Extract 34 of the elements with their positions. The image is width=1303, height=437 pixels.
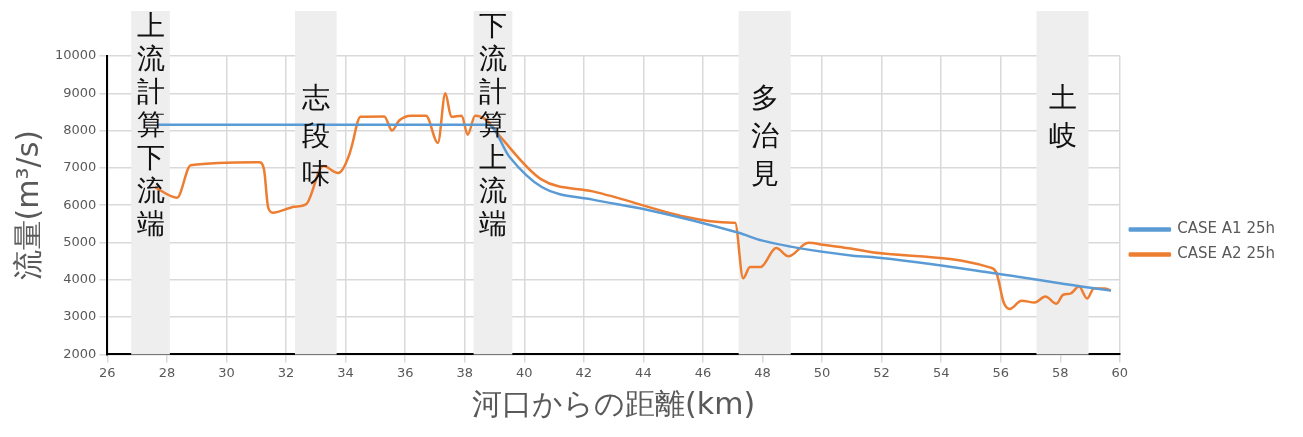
x-tick-label: 34 <box>337 364 354 380</box>
band-label: 多治見 <box>750 81 779 191</box>
x-tick-label: 30 <box>218 364 235 380</box>
x-tick-label: 56 <box>992 364 1009 380</box>
x-tick-label: 40 <box>515 364 533 380</box>
band-label: 上流計算下流端 <box>136 9 165 241</box>
y-tick-label: 8000 <box>63 121 97 137</box>
x-tick-label: 52 <box>873 364 890 380</box>
x-tick-label: 26 <box>99 364 116 380</box>
legend-label: CASE A1 25h <box>1177 219 1275 238</box>
y-tick-label: 7000 <box>63 159 97 175</box>
y-tick-label: 10000 <box>55 47 97 63</box>
x-tick-label: 46 <box>694 364 712 380</box>
x-tick-label: 58 <box>1052 364 1069 380</box>
x-tick-label: 50 <box>813 364 831 380</box>
x-tick-label: 28 <box>158 364 176 380</box>
y-tick-label: 9000 <box>63 84 97 100</box>
y-tick-label: 6000 <box>63 196 97 212</box>
x-tick-label: 44 <box>635 364 652 380</box>
y-tick-label: 3000 <box>63 308 97 324</box>
y-tick-label: 5000 <box>63 233 97 249</box>
x-tick-label: 48 <box>754 364 771 380</box>
x-axis-title: 河口からの距離(km) <box>472 385 756 421</box>
y-tick-label: 4000 <box>63 271 97 287</box>
x-tick-label: 60 <box>1111 364 1129 380</box>
x-tick-label: 42 <box>575 364 593 380</box>
x-tick-label: 54 <box>932 364 950 380</box>
x-tick-label: 32 <box>277 364 295 380</box>
legend-label: CASE A2 25h <box>1177 244 1275 263</box>
x-tick-label: 38 <box>456 364 473 380</box>
band-label: 土岐 <box>1048 81 1077 153</box>
y-axis-title: 流量(m³/s) <box>9 130 45 281</box>
y-tick-label: 2000 <box>63 345 97 361</box>
x-tick-label: 36 <box>396 364 414 380</box>
